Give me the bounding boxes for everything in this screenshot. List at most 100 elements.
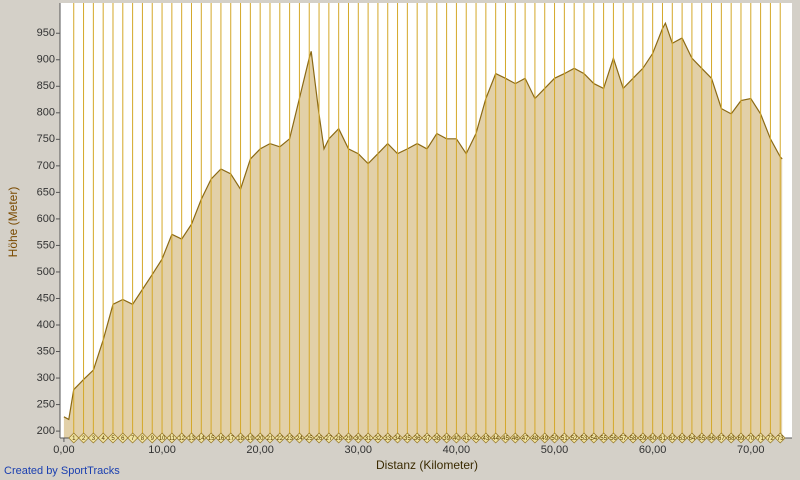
x-axis-title: Distanz (Kilometer): [376, 458, 478, 472]
lap-marker: [343, 432, 354, 444]
lap-marker: [676, 432, 688, 444]
lap-marker-label: 37: [424, 436, 431, 442]
lap-marker: [764, 432, 776, 444]
lap-marker: [686, 432, 698, 444]
lap-marker-label: 6: [121, 436, 125, 442]
lap-marker: [303, 432, 315, 444]
lap-marker: [519, 432, 531, 444]
y-tick-label: 200: [37, 425, 55, 437]
lap-marker-label: 47: [522, 436, 529, 442]
lap-marker: [706, 432, 717, 444]
lap-marker: [500, 432, 511, 444]
lap-marker: [431, 432, 443, 444]
lap-marker: [509, 432, 521, 444]
lap-marker-label: 42: [473, 436, 480, 442]
lap-marker-label: 64: [689, 436, 696, 442]
lap-marker-label: 50: [551, 436, 558, 442]
lap-marker: [372, 432, 384, 444]
lap-marker: [323, 432, 335, 444]
y-axis-title: Höhe (Meter): [6, 187, 20, 258]
lap-marker: [647, 432, 659, 444]
lap-marker-label: 23: [286, 436, 293, 442]
lap-marker: [588, 432, 600, 444]
lap-marker-label: 49: [541, 436, 548, 442]
lap-marker: [657, 432, 668, 444]
lap-marker: [382, 432, 394, 444]
x-tick-label: 20,00: [246, 444, 274, 456]
lap-marker-label: 8: [141, 436, 145, 442]
y-tick-label: 500: [37, 266, 55, 278]
lap-marker: [97, 432, 109, 444]
lap-marker: [333, 432, 345, 444]
lap-marker: [254, 432, 266, 444]
lap-marker-label: 22: [276, 436, 283, 442]
x-tick-label: 40,00: [443, 444, 471, 456]
lap-marker: [352, 432, 364, 444]
credit-link[interactable]: Created by SportTracks: [4, 465, 120, 477]
lap-marker-label: 53: [581, 436, 588, 442]
lap-marker: [539, 432, 551, 444]
lap-marker: [225, 432, 237, 444]
lap-marker: [725, 432, 737, 444]
lap-marker-label: 21: [267, 436, 274, 442]
lap-marker-label: 39: [443, 436, 450, 442]
lap-marker: [264, 432, 276, 444]
lap-marker-label: 2: [82, 436, 86, 442]
y-tick-label: 600: [37, 213, 55, 225]
lap-marker: [460, 432, 472, 444]
lap-marker-label: 41: [463, 436, 470, 442]
lap-marker-label: 61: [659, 436, 666, 442]
lap-marker: [735, 432, 747, 444]
lap-marker: [529, 432, 541, 444]
lap-marker-label: 59: [640, 436, 647, 442]
lap-marker: [244, 432, 256, 444]
lap-marker: [146, 432, 158, 444]
y-tick-label: 800: [37, 107, 55, 119]
lap-marker-label: 63: [679, 436, 686, 442]
lap-marker: [470, 432, 482, 444]
lap-marker-label: 45: [502, 436, 509, 442]
x-tick-label: 0,00: [53, 444, 74, 456]
lap-marker: [549, 432, 560, 444]
lap-marker-label: 57: [620, 436, 627, 442]
lap-marker: [186, 432, 197, 444]
lap-marker: [313, 432, 325, 444]
lap-marker-label: 51: [561, 436, 568, 442]
lap-marker-label: 65: [698, 436, 705, 442]
lap-marker-label: 44: [492, 436, 499, 442]
lap-marker-label: 70: [747, 436, 754, 442]
lap-marker: [480, 432, 492, 444]
lap-marker: [166, 432, 178, 444]
y-tick-label: 900: [37, 54, 55, 66]
lap-marker-label: 28: [335, 436, 342, 442]
lap-marker-label: 25: [306, 436, 313, 442]
lap-marker: [107, 432, 119, 444]
lap-marker: [362, 432, 374, 444]
lap-marker: [205, 432, 217, 444]
lap-marker: [136, 432, 148, 444]
lap-marker-label: 31: [365, 436, 372, 442]
lap-marker: [392, 432, 403, 444]
lap-marker-label: 17: [227, 436, 234, 442]
lap-marker-label: 48: [532, 436, 539, 442]
lap-marker-label: 20: [257, 436, 264, 442]
lap-marker-label: 27: [326, 436, 333, 442]
lap-marker: [68, 432, 80, 444]
lap-marker-label: 19: [247, 436, 254, 442]
lap-marker: [156, 432, 168, 444]
lap-marker-label: 40: [453, 436, 460, 442]
lap-marker-label: 11: [169, 436, 176, 442]
lap-marker: [117, 432, 129, 444]
lap-marker-label: 69: [738, 436, 745, 442]
lap-marker: [578, 432, 590, 444]
lap-marker: [568, 432, 580, 444]
lap-marker-label: 10: [159, 436, 166, 442]
lap-marker: [127, 432, 139, 444]
lap-marker-label: 58: [630, 436, 637, 442]
elevation-area: [63, 23, 783, 438]
lap-marker-label: 62: [669, 436, 676, 442]
lap-marker-label: 38: [433, 436, 440, 442]
lap-marker: [774, 432, 786, 444]
lap-marker-label: 13: [188, 436, 195, 442]
x-tick-label: 10,00: [148, 444, 176, 456]
